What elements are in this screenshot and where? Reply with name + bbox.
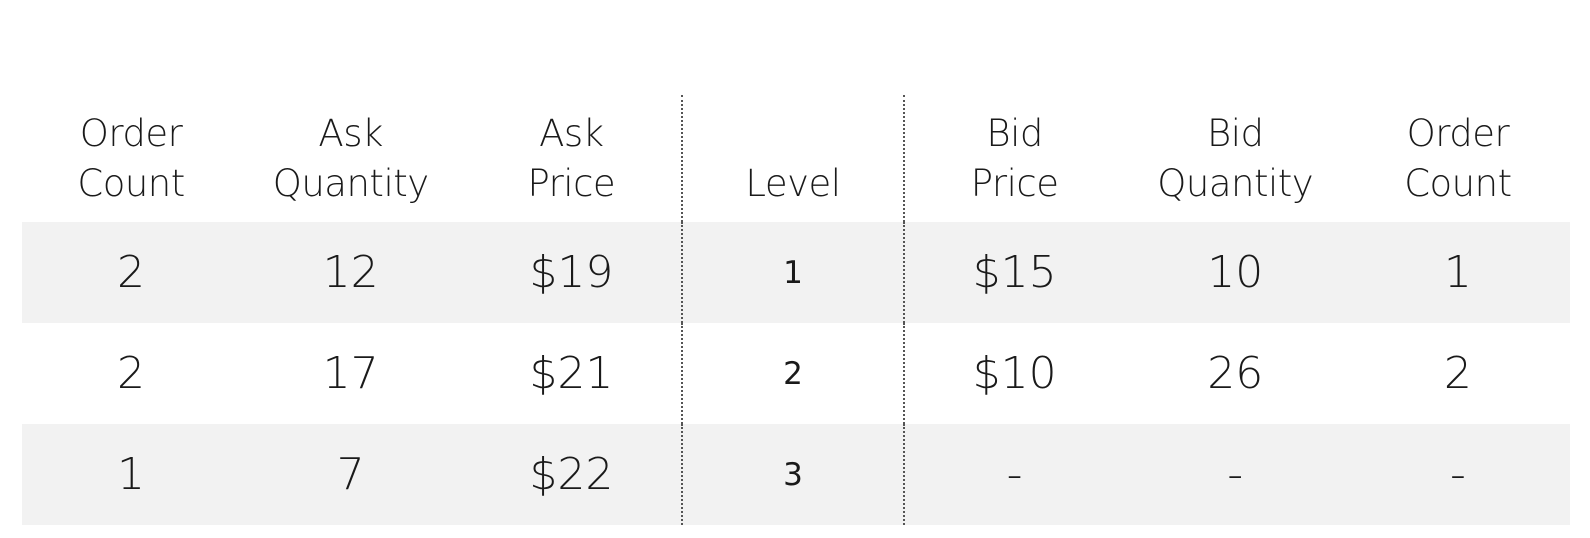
header-line: Count — [77, 161, 185, 205]
cell-bid-order-count: 1 — [1345, 222, 1570, 323]
cell-bid-quantity: 10 — [1124, 222, 1346, 323]
header-line: Quantity — [1157, 161, 1314, 205]
cell-bid-quantity: 26 — [1124, 323, 1346, 424]
header-line: Ask — [318, 111, 383, 155]
table-row: 1 7 $22 3 - - - — [22, 424, 1570, 525]
cell-bid-order-count: - — [1345, 424, 1570, 525]
cell-ask-quantity: 7 — [240, 424, 462, 525]
header-bid-order-count: Order Count — [1346, 95, 1570, 222]
header-line: Bid — [986, 111, 1043, 155]
header-ask-quantity: Ask Quantity — [240, 95, 461, 222]
header-ask-order-count: Order Count — [22, 95, 240, 222]
header-line — [683, 109, 902, 159]
header-bid-quantity: Bid Quantity — [1125, 95, 1346, 222]
header-line: Order — [1406, 111, 1510, 155]
cell-level: 3 — [682, 424, 905, 525]
cell-level: 2 — [682, 323, 905, 424]
header-line: Count — [1404, 161, 1512, 205]
cell-bid-order-count: 2 — [1345, 323, 1570, 424]
cell-ask-price: $22 — [461, 424, 684, 525]
cell-ask-price: $21 — [461, 323, 684, 424]
header-bid-price: Bid Price — [904, 95, 1125, 222]
cell-ask-quantity: 12 — [240, 222, 462, 323]
header-row: Order Count Ask Quantity Ask Price Level… — [22, 95, 1570, 222]
cell-ask-order-count: 1 — [22, 424, 241, 525]
header-line: Quantity — [272, 161, 429, 205]
cell-ask-order-count: 2 — [22, 222, 241, 323]
cell-ask-price: $19 — [461, 222, 684, 323]
header-ask-price: Ask Price — [461, 95, 684, 222]
header-line: Price — [970, 161, 1059, 205]
cell-bid-price: - — [903, 424, 1125, 525]
header-level: Level — [682, 95, 905, 222]
cell-bid-price: $10 — [903, 323, 1125, 424]
header-line: Order — [79, 111, 183, 155]
header-line: Bid — [1206, 111, 1264, 155]
cell-bid-price: $15 — [903, 222, 1125, 323]
table-row: 2 17 $21 2 $10 26 2 — [22, 323, 1570, 424]
cell-bid-quantity: - — [1124, 424, 1346, 525]
cell-ask-order-count: 2 — [22, 323, 241, 424]
header-line: Price — [527, 161, 616, 205]
order-book-table: Order Count Ask Quantity Ask Price Level… — [22, 95, 1570, 525]
header-line: Ask — [539, 111, 604, 155]
cell-ask-quantity: 17 — [240, 323, 462, 424]
cell-level: 1 — [682, 222, 905, 323]
header-line: Level — [745, 161, 841, 205]
table-row: 2 12 $19 1 $15 10 1 — [22, 222, 1570, 323]
